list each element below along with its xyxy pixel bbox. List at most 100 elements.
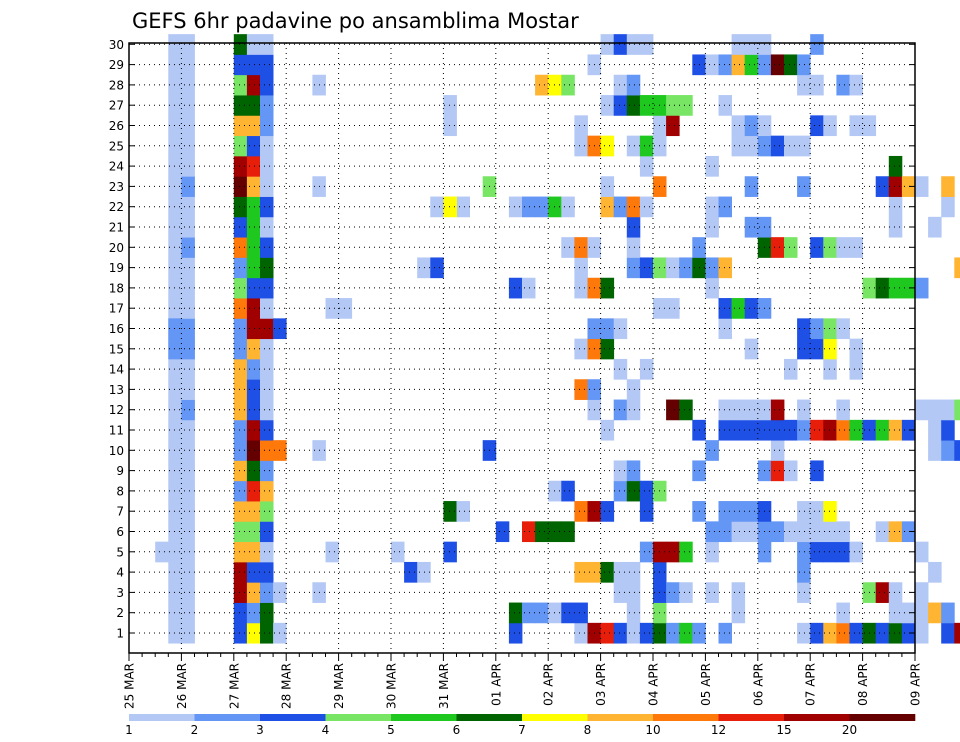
- heatmap-cell: [797, 582, 811, 603]
- heatmap-cell: [522, 196, 536, 218]
- heatmap-cell: [233, 34, 248, 55]
- heatmap-cell: [784, 135, 798, 157]
- heatmap-cell: [744, 521, 759, 543]
- heatmap-cell: [338, 298, 353, 319]
- heatmap-cell: [770, 54, 785, 76]
- heatmap-cell: [888, 602, 903, 624]
- colorbar-swatch: [653, 714, 719, 721]
- heatmap-cell: [233, 399, 248, 421]
- heatmap-cell: [797, 622, 811, 644]
- heatmap-cell: [718, 95, 732, 116]
- heatmap-cell: [535, 196, 549, 218]
- heatmap-cell: [705, 440, 719, 461]
- heatmap-cell: [639, 257, 654, 279]
- y-tick-label: 10: [109, 444, 124, 458]
- heatmap-cell: [181, 277, 195, 299]
- heatmap-cell: [731, 399, 746, 421]
- y-axis: 1234567891011121314151617181920212223242…: [109, 38, 915, 641]
- heatmap-cell: [626, 34, 641, 55]
- y-tick-label: 30: [109, 38, 124, 52]
- heatmap-cell: [233, 115, 248, 137]
- heatmap-cell: [639, 358, 654, 380]
- y-tick-label: 14: [109, 363, 124, 377]
- heatmap-cell: [928, 602, 942, 624]
- heatmap-cell: [600, 196, 615, 218]
- heatmap-cell: [168, 582, 182, 603]
- colorbar-swatch: [391, 714, 457, 721]
- y-tick-label: 15: [109, 342, 124, 356]
- heatmap-cell: [613, 561, 628, 583]
- heatmap-cell: [823, 237, 837, 258]
- heatmap-cell: [718, 521, 732, 543]
- heatmap-cell: [181, 237, 195, 258]
- heatmap-cell: [535, 602, 549, 624]
- heatmap-cell: [260, 358, 274, 380]
- y-tick-label: 6: [116, 525, 124, 539]
- heatmap-cell: [836, 622, 850, 644]
- heatmap-cell: [731, 115, 746, 137]
- heatmap-cell: [849, 541, 863, 563]
- heatmap-cell: [731, 501, 746, 522]
- heatmap-cell: [888, 176, 903, 197]
- colorbar-label: 5: [387, 723, 395, 737]
- heatmap-cell: [246, 541, 261, 563]
- heatmap-cell: [246, 34, 261, 55]
- y-tick-label: 2: [116, 606, 124, 620]
- heatmap-cell: [260, 460, 274, 482]
- heatmap-cell: [246, 460, 261, 482]
- heatmap-cell: [718, 298, 732, 319]
- heatmap-cell: [246, 561, 261, 583]
- y-tick-label: 12: [109, 403, 124, 417]
- heatmap-cell: [443, 501, 457, 522]
- colorbar-swatch: [784, 714, 850, 721]
- heatmap-cell: [810, 237, 824, 258]
- heatmap-cell: [260, 399, 274, 421]
- heatmap-cell: [246, 501, 261, 522]
- colorbar-swatch: [849, 714, 916, 721]
- heatmap-cell: [574, 277, 588, 299]
- heatmap-cell: [797, 419, 811, 441]
- heatmap-cell: [168, 237, 182, 258]
- heatmap-cell: [731, 34, 746, 55]
- heatmap-cell: [915, 622, 929, 644]
- heatmap-cell: [639, 135, 654, 157]
- heatmap-cell: [731, 419, 746, 441]
- y-tick-label: 18: [109, 281, 124, 295]
- heatmap-cell: [168, 561, 182, 583]
- heatmap-cell: [718, 399, 732, 421]
- y-tick-label: 8: [116, 484, 124, 498]
- heatmap-cell: [718, 257, 732, 279]
- heatmap-cell: [744, 338, 759, 360]
- heatmap-cell: [574, 237, 588, 258]
- heatmap-cell: [915, 176, 929, 197]
- heatmap-cell: [849, 419, 863, 441]
- heatmap-cell: [915, 399, 929, 421]
- heatmap-cell: [626, 622, 641, 644]
- heatmap-cell: [168, 399, 182, 421]
- heatmap-cell: [797, 501, 811, 522]
- heatmap-cell: [443, 115, 457, 137]
- x-tick-label: 08 APR: [856, 663, 870, 706]
- heatmap-cell: [770, 237, 785, 258]
- heatmap-cell: [941, 196, 955, 218]
- y-tick-label: 11: [109, 424, 124, 438]
- heatmap-cell: [181, 561, 195, 583]
- x-tick-label: 28 MAR: [280, 663, 294, 709]
- heatmap-cell: [810, 115, 824, 137]
- heatmap-cell: [600, 318, 615, 340]
- heatmap-cell: [744, 115, 759, 137]
- heatmap-cell: [508, 196, 523, 218]
- colorbar-label: 7: [518, 723, 526, 737]
- heatmap-cell: [928, 399, 942, 421]
- heatmap-cell: [168, 622, 182, 644]
- heatmap-cell: [626, 480, 641, 502]
- y-tick-label: 19: [109, 261, 124, 275]
- heatmap-cell: [260, 541, 274, 563]
- heatmap-cell: [823, 115, 837, 137]
- heatmap-cell: [561, 196, 575, 218]
- heatmap-cell: [705, 541, 719, 563]
- heatmap-cell: [168, 419, 182, 441]
- heatmap-cell: [823, 501, 837, 522]
- heatmap-cell: [836, 541, 850, 563]
- heatmap-cell: [928, 440, 942, 461]
